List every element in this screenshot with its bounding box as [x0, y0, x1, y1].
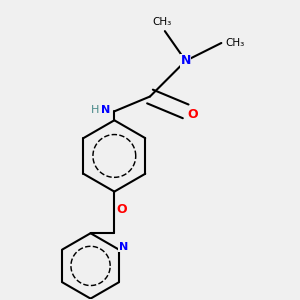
Text: O: O	[116, 203, 127, 216]
Text: CH₃: CH₃	[152, 17, 172, 27]
Text: N: N	[119, 242, 128, 252]
Text: H: H	[91, 105, 99, 115]
Text: N: N	[101, 105, 110, 115]
Text: O: O	[188, 108, 198, 121]
Text: N: N	[181, 54, 191, 67]
Text: CH₃: CH₃	[226, 38, 245, 48]
